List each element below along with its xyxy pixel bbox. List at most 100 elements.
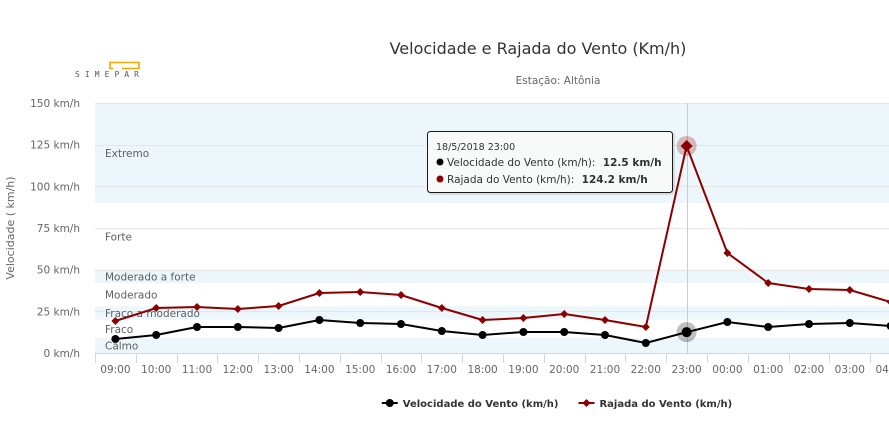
tooltip-series-value: 12.5 km/h xyxy=(603,157,662,169)
velocity-point[interactable] xyxy=(764,323,773,331)
plot-band-label-moderado-a-forte: Moderado a forte xyxy=(105,271,196,283)
velocity-point[interactable] xyxy=(519,328,528,336)
x-tick-label: 16:00 xyxy=(386,364,416,376)
legend-diamond-marker-icon xyxy=(582,399,591,407)
velocity-point[interactable] xyxy=(152,331,161,339)
gust-point[interactable] xyxy=(152,304,161,312)
y-axis: 0 km/h 25 km/h 50 km/h 75 km/h 100 km/h 125 k… xyxy=(30,98,80,360)
gust-point[interactable] xyxy=(356,288,365,296)
plot-band-fraco-a-moderado xyxy=(95,306,889,320)
tooltip-row-gust: Rajada do Vento (km/h): 124.2 km/h xyxy=(447,174,648,186)
x-tick-label: 21:00 xyxy=(590,364,620,376)
gust-point[interactable] xyxy=(845,286,854,294)
y-tick-label: 75 km/h xyxy=(37,223,80,235)
plot-band-label-forte: Forte xyxy=(105,231,132,243)
legend-item-gust[interactable]: Rajada do Vento (km/h) xyxy=(578,399,732,410)
x-tick-label: 10:00 xyxy=(141,364,171,376)
gust-point[interactable] xyxy=(680,140,693,152)
velocity-point[interactable] xyxy=(397,320,405,328)
x-tick-label: 03:00 xyxy=(835,364,865,376)
legend-item-velocity[interactable]: Velocidade do Vento (km/h) xyxy=(381,399,559,410)
x-tick-label: 18:00 xyxy=(467,364,497,376)
x-tick-label: 14:00 xyxy=(304,364,334,376)
gust-series xyxy=(111,136,889,331)
gust-point[interactable] xyxy=(274,302,283,310)
plot-band-calmo xyxy=(95,338,889,353)
gust-point[interactable] xyxy=(478,316,487,324)
plot-band-forte xyxy=(95,203,889,270)
gust-point[interactable] xyxy=(437,304,446,312)
plot-band-labels: Extremo Forte Moderado a forte Moderado Frac… xyxy=(105,148,200,353)
tooltip-series-label: Rajada do Vento (km/h): xyxy=(447,174,574,186)
velocity-point[interactable] xyxy=(601,331,609,339)
gust-series-line xyxy=(114,145,889,328)
legend: Velocidade do Vento (km/h) Rajada do Ven… xyxy=(381,399,732,410)
gust-point[interactable] xyxy=(397,291,405,299)
velocity-point[interactable] xyxy=(478,331,487,339)
x-tick-label: 15:00 xyxy=(345,364,375,376)
gust-point[interactable] xyxy=(601,316,609,324)
x-tick-label: 02:00 xyxy=(794,364,824,376)
gust-point[interactable] xyxy=(519,314,528,322)
tooltip-row-velocity: Velocidade do Vento (km/h): 12.5 km/h xyxy=(447,157,662,169)
x-tick-label: 04:00 xyxy=(875,364,889,376)
velocity-point[interactable] xyxy=(233,323,242,331)
x-tick-label: 19:00 xyxy=(508,364,538,376)
x-tick-label: 01:00 xyxy=(753,364,783,376)
gust-point[interactable] xyxy=(111,317,120,325)
velocity-point[interactable] xyxy=(193,323,201,331)
plot-band-label-calmo: Calmo xyxy=(105,341,138,353)
gust-point[interactable] xyxy=(641,323,650,331)
velocity-point[interactable] xyxy=(560,328,569,336)
velocity-point[interactable] xyxy=(723,318,732,326)
gust-point[interactable] xyxy=(560,310,569,318)
x-tick-label: 09:00 xyxy=(100,364,130,376)
y-tick-label: 0 km/h xyxy=(43,348,80,360)
x-tick-label: 12:00 xyxy=(223,364,253,376)
legend-label: Velocidade do Vento (km/h) xyxy=(403,399,559,410)
plot-band-label-fraco: Fraco xyxy=(105,324,133,336)
gust-point[interactable] xyxy=(805,285,813,293)
gust-point[interactable] xyxy=(233,305,242,313)
logo-wordmark: SIMEPAR xyxy=(75,70,139,79)
tooltip-box xyxy=(427,131,673,193)
plot-band-moderado xyxy=(95,283,889,307)
y-tick-label: 150 km/h xyxy=(30,98,80,110)
x-tick-label: 11:00 xyxy=(182,364,212,376)
gust-point[interactable] xyxy=(315,289,324,297)
tooltip-series-dot-icon xyxy=(436,158,444,166)
tooltip-series-dot-icon xyxy=(436,175,444,183)
gust-point[interactable] xyxy=(723,249,732,257)
velocity-point[interactable] xyxy=(845,319,854,327)
velocity-point[interactable] xyxy=(111,335,120,343)
velocity-point[interactable] xyxy=(437,327,446,335)
velocity-series-line xyxy=(114,319,889,344)
y-tick-label: 125 km/h xyxy=(30,140,80,152)
gust-point[interactable] xyxy=(764,279,773,287)
x-tick-label: 23:00 xyxy=(671,364,701,376)
x-tick-label: 22:00 xyxy=(631,364,661,376)
series-layer xyxy=(111,136,889,347)
velocity-point[interactable] xyxy=(886,322,889,330)
legend-circle-marker-icon xyxy=(385,399,394,407)
velocity-point[interactable] xyxy=(315,316,324,324)
x-tick-label: 13:00 xyxy=(263,364,293,376)
velocity-point[interactable] xyxy=(681,327,692,338)
x-tick-label: 17:00 xyxy=(427,364,457,376)
velocity-point[interactable] xyxy=(356,319,365,327)
plot-band-moderado-a-forte xyxy=(95,269,889,283)
gust-point[interactable] xyxy=(886,298,889,306)
velocity-point[interactable] xyxy=(805,320,813,328)
y-tick-label: 50 km/h xyxy=(37,265,80,277)
velocity-point[interactable] xyxy=(641,339,650,347)
gust-point[interactable] xyxy=(193,303,201,311)
tooltip-series-label: Velocidade do Vento (km/h): xyxy=(447,157,595,169)
chart-title: Velocidade e Rajada do Vento (Km/h) xyxy=(390,39,687,58)
velocity-point[interactable] xyxy=(274,324,283,332)
tooltip-header: 18/5/2018 23:00 xyxy=(436,142,515,153)
legend-label: Rajada do Vento (km/h) xyxy=(599,399,732,410)
x-tick-label: 20:00 xyxy=(549,364,579,376)
tooltip-series-value: 124.2 km/h xyxy=(582,174,648,186)
plot-band-label-moderado: Moderado xyxy=(105,290,157,302)
